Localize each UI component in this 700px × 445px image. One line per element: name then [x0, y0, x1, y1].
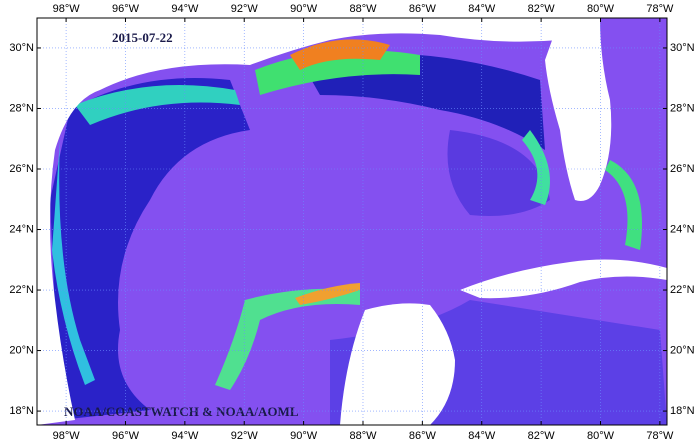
- x-tick-label: 98°W: [53, 430, 81, 442]
- x-tick-label: 82°W: [528, 430, 556, 442]
- x-tick-label: 84°W: [468, 3, 496, 15]
- x-tick-label: 90°W: [290, 430, 318, 442]
- y-tick-label: 26°N: [9, 163, 34, 175]
- coastal-bloom: [522, 130, 550, 205]
- coastal-bloom: [295, 283, 360, 305]
- shelf-water: [300, 53, 545, 151]
- y-tick-label: 28°N: [670, 102, 695, 114]
- x-tick-label: 88°W: [349, 3, 377, 15]
- y-tick-label: 28°N: [9, 102, 34, 114]
- land: [545, 18, 612, 201]
- y-tick-label: 30°N: [9, 42, 34, 54]
- satellite-image: [37, 18, 667, 425]
- x-tick-label: 90°W: [290, 3, 318, 15]
- y-tick-label: 18°N: [670, 405, 695, 417]
- x-tick-label: 88°W: [349, 430, 377, 442]
- coastal-bloom: [215, 288, 360, 390]
- land: [340, 303, 455, 425]
- date-label: 2015-07-22: [112, 30, 173, 45]
- shelf-water: [50, 78, 250, 420]
- x-tick-label: 92°W: [231, 430, 259, 442]
- x-tick-label: 82°W: [528, 3, 556, 15]
- x-tick-label: 86°W: [409, 3, 437, 15]
- x-tick-label: 80°W: [587, 3, 615, 15]
- x-tick-label: 98°W: [53, 3, 81, 15]
- land: [37, 18, 560, 425]
- coastal-bloom: [75, 85, 240, 125]
- y-tick-label: 24°N: [670, 223, 695, 235]
- x-tick-label: 86°W: [409, 430, 437, 442]
- y-tick-label: 18°N: [9, 405, 34, 417]
- coastal-bloom: [52, 140, 95, 385]
- y-tick-label: 22°N: [670, 284, 695, 296]
- y-tick-label: 20°N: [9, 344, 34, 356]
- x-tick-label: 94°W: [171, 430, 199, 442]
- shelf-water: [447, 130, 550, 216]
- y-tick-label: 30°N: [670, 42, 695, 54]
- map-frame: [36, 17, 668, 426]
- x-tick-label: 92°W: [231, 3, 259, 15]
- x-tick-label: 96°W: [112, 430, 140, 442]
- y-tick-label: 26°N: [670, 163, 695, 175]
- x-tick-label: 94°W: [171, 3, 199, 15]
- y-tick-label: 20°N: [670, 344, 695, 356]
- x-tick-label: 78°W: [646, 3, 674, 15]
- x-tick-label: 80°W: [587, 430, 615, 442]
- x-tick-label: 78°W: [646, 430, 674, 442]
- y-tick-label: 22°N: [9, 284, 34, 296]
- coastal-bloom: [605, 160, 642, 250]
- y-tick-label: 24°N: [9, 223, 34, 235]
- coastal-bloom: [290, 39, 390, 70]
- x-tick-label: 84°W: [468, 430, 496, 442]
- credit-label: NOAA/COASTWATCH & NOAA/AOML: [64, 404, 299, 419]
- land: [460, 259, 667, 299]
- x-tick-label: 96°W: [112, 3, 140, 15]
